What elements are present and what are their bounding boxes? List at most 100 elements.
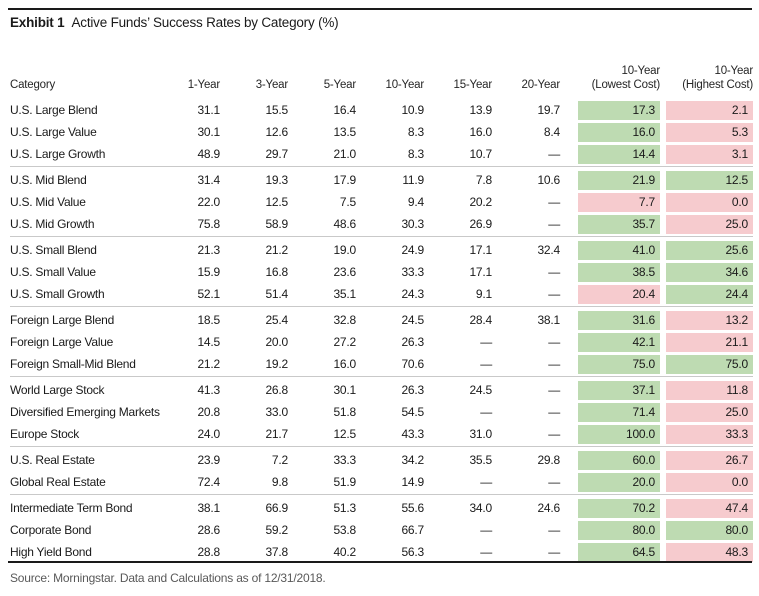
value-cell: 31.4 <box>197 173 220 187</box>
value-cell: — <box>480 545 492 559</box>
value-cell: — <box>548 335 560 349</box>
lowest-cost-cell: 60.0 <box>578 450 660 470</box>
category-cell: Foreign Large Value <box>10 335 114 349</box>
value-cell: 23.9 <box>197 453 220 467</box>
value-cell: — <box>548 265 560 279</box>
value-cell: 31.1 <box>197 103 220 117</box>
category-cell: High Yield Bond <box>10 545 92 559</box>
category-cell: Corporate Bond <box>10 523 92 537</box>
value-cell: 51.9 <box>333 475 356 489</box>
lowest-cost-cell: 37.1 <box>578 380 660 400</box>
column-header-category: Category <box>10 79 56 91</box>
value-cell: — <box>548 383 560 397</box>
value-cell: 8.3 <box>407 125 424 139</box>
value-cell: 12.6 <box>265 125 288 139</box>
value-cell: 33.0 <box>265 405 288 419</box>
value-cell: 21.7 <box>265 427 288 441</box>
value-cell: 26.3 <box>401 383 424 397</box>
value-cell: 30.1 <box>197 125 220 139</box>
value-cell: 12.5 <box>333 427 356 441</box>
column-header-3-year: 3-Year <box>255 79 288 91</box>
value-cell: 33.3 <box>401 265 424 279</box>
lowest-cost-cell: 80.0 <box>578 520 660 540</box>
column-header-10-year-lowest-cost: 10-Year (Lowest Cost) <box>560 64 661 92</box>
category-cell: World Large Stock <box>10 383 105 397</box>
value-cell: 37.8 <box>265 545 288 559</box>
value-cell: 12.5 <box>265 195 288 209</box>
value-cell: 10.6 <box>537 173 560 187</box>
value-cell: 51.8 <box>333 405 356 419</box>
value-cell: 15.5 <box>265 103 288 117</box>
value-cell: — <box>548 195 560 209</box>
value-cell: 21.3 <box>197 243 220 257</box>
value-cell: 30.3 <box>401 217 424 231</box>
highest-cost-cell: 34.6 <box>666 262 753 282</box>
value-cell: 26.3 <box>401 335 424 349</box>
highest-cost-cell: 13.2 <box>666 310 753 330</box>
value-cell: 75.8 <box>197 217 220 231</box>
column-header-20-year: 20-Year <box>521 79 561 91</box>
success-rates-table: Category 1-Year 3-Year 5-Year 10-Year 15-Year… <box>10 54 753 563</box>
column-header-10-year-highest-cost: 10-Year (Highest Cost) <box>660 64 753 92</box>
value-cell: 21.2 <box>197 357 220 371</box>
table-row: Foreign Large Blend 18.5 25.4 32.8 24.5 28.4 3… <box>10 309 753 331</box>
value-cell: — <box>480 523 492 537</box>
value-cell: 55.6 <box>401 501 424 515</box>
category-cell: U.S. Small Growth <box>10 287 105 301</box>
value-cell: 29.7 <box>265 147 288 161</box>
highest-cost-cell: 11.8 <box>666 380 753 400</box>
value-cell: 24.5 <box>469 383 492 397</box>
highest-cost-cell: 75.0 <box>666 354 753 374</box>
value-cell: 35.5 <box>469 453 492 467</box>
value-cell: 16.0 <box>333 357 356 371</box>
value-cell: 22.0 <box>197 195 220 209</box>
category-cell: U.S. Small Value <box>10 265 96 279</box>
lowest-cost-cell: 16.0 <box>578 122 660 142</box>
table-row: Foreign Large Value 14.5 20.0 27.2 26.3 — — 42.… <box>10 331 753 353</box>
value-cell: 40.2 <box>333 545 356 559</box>
category-cell: Global Real Estate <box>10 475 106 489</box>
value-cell: 20.2 <box>469 195 492 209</box>
value-cell: 10.7 <box>469 147 492 161</box>
value-cell: 29.8 <box>537 453 560 467</box>
value-cell: 14.5 <box>197 335 220 349</box>
exhibit-title-text: Active Funds’ Success Rates by Category … <box>71 15 339 30</box>
value-cell: — <box>548 357 560 371</box>
value-cell: — <box>548 147 560 161</box>
category-cell: U.S. Large Blend <box>10 103 98 117</box>
value-cell: 20.0 <box>265 335 288 349</box>
table-row: U.S. Large Blend 31.1 15.5 16.4 10.9 13.9 19.7… <box>10 99 753 121</box>
lowest-cost-cell: 38.5 <box>578 262 660 282</box>
value-cell: 28.6 <box>197 523 220 537</box>
exhibit-label: Exhibit 1 <box>10 15 65 30</box>
table-row: U.S. Real Estate 23.9 7.2 33.3 34.2 35.5 29.8 6… <box>10 449 753 471</box>
value-cell: 43.3 <box>401 427 424 441</box>
value-cell: 24.9 <box>401 243 424 257</box>
column-header-5-year: 5-Year <box>323 79 356 91</box>
highest-cost-cell: 33.3 <box>666 424 753 444</box>
lowest-cost-cell: 100.0 <box>578 424 660 444</box>
value-cell: 19.3 <box>265 173 288 187</box>
highest-cost-cell: 24.4 <box>666 284 753 304</box>
value-cell: — <box>548 475 560 489</box>
value-cell: 32.4 <box>537 243 560 257</box>
value-cell: 16.8 <box>265 265 288 279</box>
lowest-cost-cell: 31.6 <box>578 310 660 330</box>
highest-cost-cell: 0.0 <box>666 192 753 212</box>
table-row: U.S. Small Value 15.9 16.8 23.6 33.3 17.1 — 38.… <box>10 261 753 283</box>
highest-cost-cell: 21.1 <box>666 332 753 352</box>
category-cell: Foreign Large Blend <box>10 313 114 327</box>
value-cell: 51.3 <box>333 501 356 515</box>
lowest-cost-cell: 14.4 <box>578 144 660 164</box>
table-row: Europe Stock 24.0 21.7 12.5 43.3 31.0 — 100.0 33… <box>10 423 753 445</box>
lowest-cost-cell: 64.5 <box>578 542 660 562</box>
table-row: U.S. Large Growth 48.9 29.7 21.0 8.3 10.7 — 14.… <box>10 143 753 165</box>
value-cell: 70.6 <box>401 357 424 371</box>
column-header-line2: (Lowest Cost) <box>591 79 661 91</box>
group-separator <box>10 445 753 449</box>
column-header-line2: (Highest Cost) <box>682 79 753 91</box>
value-cell: 53.8 <box>333 523 356 537</box>
highest-cost-cell: 5.3 <box>666 122 753 142</box>
value-cell: 54.5 <box>401 405 424 419</box>
category-cell: Diversified Emerging Markets <box>10 405 160 419</box>
